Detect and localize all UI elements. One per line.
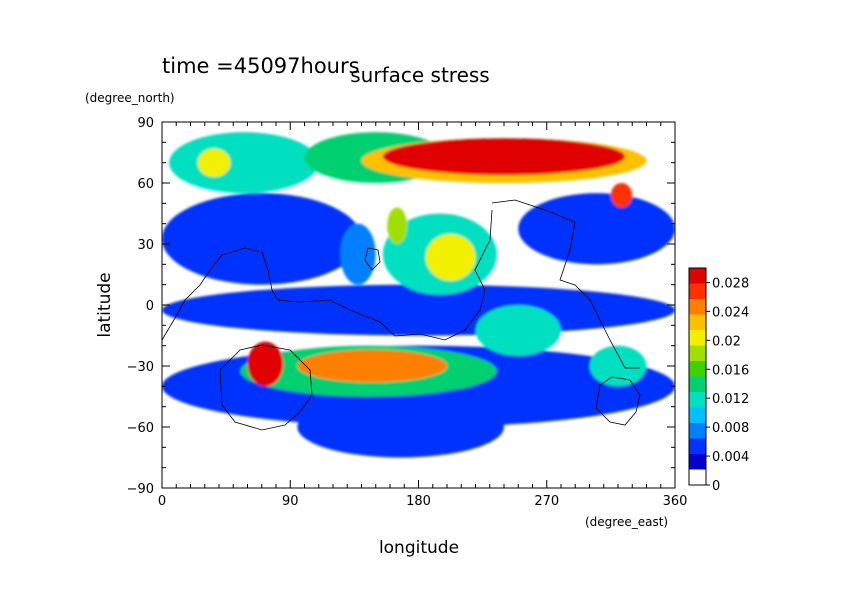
y-tick-label-5: −60 [127,421,154,436]
coastline-south-america [595,376,641,426]
colorbar-tick-label-3: 0.012 [712,392,749,407]
stress-patch-3 [162,284,675,336]
colorbar-tick-label-4: 0.016 [712,363,749,378]
x-tick-label-2: 180 [406,494,431,509]
y-axis-label: latitude [95,272,115,337]
colorbar-band-0 [689,469,706,485]
x-tick-label-0: 0 [158,494,166,509]
colorbar-band-6 [689,376,706,392]
y-tick-label-1: 60 [137,177,154,192]
colorbar-band-5 [689,392,706,408]
colorbar-band-13 [689,268,706,284]
colorbar-band-3 [689,423,706,439]
colorbar-band-12 [689,283,706,299]
stress-patch-17 [610,183,633,208]
stress-patch-7 [589,345,647,387]
x-unit-label: (degree_east) [585,515,668,529]
x-tick-label-4: 360 [663,494,688,509]
coastline-north-america [491,199,640,369]
y-tick-label-0: 90 [137,116,154,131]
stress-patch-2 [162,193,362,285]
stress-patch-12 [387,207,408,244]
stress-patch-19 [382,138,626,175]
colorbar-tick-label-2: 0.008 [712,421,749,436]
stress-patch-4 [297,396,504,458]
y-tick-label-3: 0 [146,299,154,314]
stress-patch-8 [169,132,319,194]
axes: 0 90 180 270 360 90 60 30 0 −30 −60 −90 [127,116,688,509]
colorbar-tick-label-5: 0.02 [712,334,741,349]
colorbar-tick-label-1: 0.004 [712,450,749,465]
colorbar-band-9 [689,330,706,346]
colorbar-band-2 [689,438,706,454]
colorbar-band-4 [689,407,706,423]
stress-field [162,132,675,458]
colorbar-band-1 [689,454,706,470]
stress-patch-9 [475,305,561,356]
colorbar-tick-label-6: 0.024 [712,305,749,320]
time-label: time =45097hours [162,54,360,78]
colorbar-band-8 [689,345,706,361]
stress-patch-14 [425,233,476,281]
colorbar-frame [688,267,707,486]
y-tick-label-4: −30 [127,360,154,375]
chart-title: surface stress [350,63,489,87]
coastlines [162,199,641,431]
colorbar-tick-label-0: 0 [712,479,720,494]
y-unit-label: (degree_north) [85,91,175,105]
x-axis-label: longitude [379,538,459,558]
stress-patch-5 [340,223,376,285]
colorbar-band-10 [689,314,706,330]
y-tick-label-2: 30 [137,238,154,253]
colorbar-tick-label-7: 0.028 [712,276,749,291]
colorbar-band-11 [689,299,706,315]
x-tick-label-1: 90 [282,494,299,509]
stress-patch-20 [254,349,284,375]
x-tick-label-3: 270 [534,494,559,509]
coastline-australia [219,344,313,431]
y-tick-label-6: −90 [127,482,154,497]
stress-patch-1 [518,193,675,265]
stress-patch-16 [297,349,447,383]
coastline-island [364,247,381,271]
coastline-europe-africa [162,209,493,341]
colorbar-band-7 [689,361,706,377]
stress-patch-13 [197,148,231,177]
colorbar: 0 0.004 0.008 0.012 0.016 0.02 0.024 0.028 [688,267,749,494]
